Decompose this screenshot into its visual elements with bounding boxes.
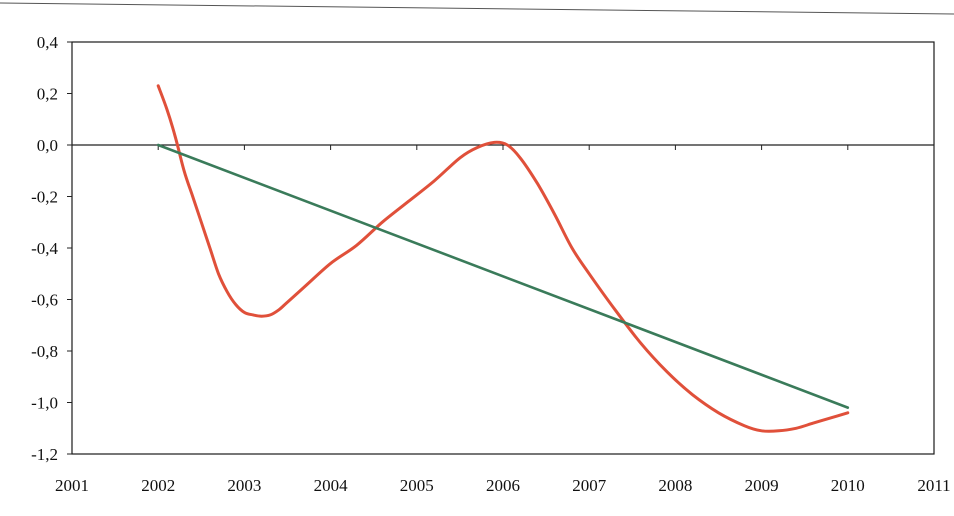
y-tick-label: 0,0 (37, 136, 58, 155)
x-tick-label: 2007 (572, 476, 607, 495)
y-tick-label: 0,4 (37, 33, 59, 52)
x-axis-tick-labels: 2001 2002 2003 2004 2005 2006 2007 2008 2009 2010… (55, 476, 951, 495)
x-tick-label: 2005 (400, 476, 434, 495)
y-tick-label: -0,8 (31, 342, 58, 361)
scan-border-top (0, 2, 954, 15)
zero-baseline (71, 144, 935, 150)
x-tick-label: 2003 (227, 476, 261, 495)
x-tick-label: 2004 (314, 476, 349, 495)
series-trend-line (156, 143, 850, 409)
x-tick-label: 2002 (141, 476, 175, 495)
x-tick-label: 2010 (831, 476, 865, 495)
series-group (156, 84, 850, 433)
axis-ticks (67, 41, 72, 455)
x-tick-label: 2008 (658, 476, 692, 495)
y-axis-tick-labels: 0,4 0,2 0,0 -0,2 -0,4 -0,6 -0,8 -1,0 -1,2 (31, 33, 58, 464)
y-tick-label: 0,2 (37, 85, 58, 104)
series-curve-line (156, 84, 850, 433)
y-tick-label: -0,6 (31, 291, 58, 310)
x-tick-label: 2009 (745, 476, 779, 495)
x-tick-label: 2001 (55, 476, 89, 495)
y-tick-label: -1,2 (31, 445, 58, 464)
y-tick-label: -0,4 (31, 239, 58, 258)
x-tick-label: 2011 (917, 476, 950, 495)
y-tick-label: -1,0 (31, 394, 58, 413)
y-tick-label: -0,2 (31, 188, 58, 207)
x-tick-label: 2006 (486, 476, 520, 495)
